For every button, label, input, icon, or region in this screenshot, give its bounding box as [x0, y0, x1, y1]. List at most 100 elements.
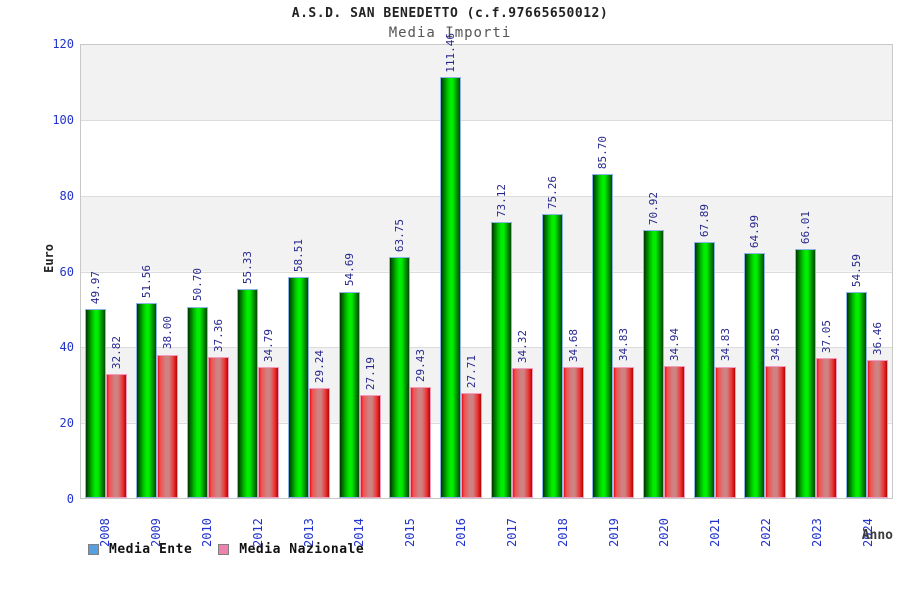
- bar-pair: 66.01 37.05: [794, 45, 837, 498]
- gridline: [81, 271, 892, 273]
- legend-item-media-ente: Media Ente: [88, 542, 192, 557]
- bar-group-2019: 85.70 34.83: [588, 45, 639, 498]
- bar-nazionale-2015: [410, 386, 432, 498]
- bar-pair: 64.99 34.85: [744, 45, 787, 498]
- bar-value-label: 50.70: [190, 268, 204, 302]
- y-axis: 0 20 40 60 80 100 120: [0, 37, 74, 506]
- x-label-cell: 2020: [639, 505, 690, 547]
- bar-nazionale-2014: [359, 395, 381, 498]
- bar-value-label: 51.56: [140, 265, 154, 299]
- bar-nazionale-2021: [714, 366, 736, 498]
- bar-value-label: 55.33: [241, 251, 255, 285]
- bar-value-label: 34.83: [617, 328, 631, 362]
- media-nazionale-swatch-icon: [218, 543, 230, 555]
- bar-ente-2023: [794, 248, 816, 498]
- bar-value-label: 111.46: [444, 32, 458, 73]
- bar-group-2023: 66.01 37.05: [791, 45, 842, 498]
- bar-value-label: 27.19: [363, 357, 377, 391]
- x-tick-label: 2022: [758, 518, 773, 547]
- bar-value-label: 63.75: [393, 219, 407, 253]
- bar-value-label: 67.89: [697, 203, 711, 237]
- bar-nazionale-2012: [258, 366, 280, 498]
- bar-nazionale-2010: [207, 356, 229, 498]
- bar-pair: 58.51 29.24: [288, 45, 331, 498]
- y-tick-label: 40: [59, 340, 74, 355]
- bar-nazionale-2017: [511, 368, 533, 498]
- x-label-cell: 2023: [791, 505, 842, 547]
- bar-value-label: 36.46: [870, 322, 884, 356]
- bar-ente-2021: [693, 241, 715, 498]
- x-label-cell: 2022: [741, 505, 792, 547]
- x-label-cell: 2016: [436, 505, 487, 547]
- bar-group-2012: 55.33 34.79: [233, 45, 284, 498]
- bar-value-label: 37.05: [819, 320, 833, 354]
- bar-pair: 54.69 27.19: [338, 45, 381, 498]
- y-tick-label: 20: [59, 416, 74, 431]
- bar-group-2017: 73.12 34.32: [487, 45, 538, 498]
- bar-nazionale-2022: [765, 366, 787, 498]
- x-label-cell: 2015: [385, 505, 436, 547]
- y-axis-title: Euro: [42, 244, 56, 273]
- bar-ente-2009: [136, 303, 158, 498]
- bar-ente-2016: [440, 77, 462, 498]
- bar-groups-container: 49.97 32.82 51.56 38.00 50.70 37.36 55.33 34.79…: [81, 33, 892, 498]
- x-tick-label: 2018: [555, 518, 570, 547]
- x-tick-label: 2023: [809, 518, 824, 547]
- bar-group-2021: 67.89 34.83: [689, 45, 740, 498]
- bar-pair: 51.56 38.00: [136, 45, 179, 498]
- bar-nazionale-2019: [613, 366, 635, 498]
- bar-group-2010: 50.70 37.36: [182, 45, 233, 498]
- gridline: [81, 346, 892, 348]
- legend: Media Ente Media Nazionale: [88, 540, 364, 558]
- bar-value-label: 34.79: [262, 328, 276, 362]
- bar-value-label: 38.00: [161, 316, 175, 350]
- bar-ente-2024: [845, 291, 867, 498]
- bar-pair: 63.75 29.43: [389, 45, 432, 498]
- bar-group-2008: 49.97 32.82: [81, 45, 132, 498]
- bar-pair: 55.33 34.79: [237, 45, 280, 498]
- x-label-cell: 2017: [487, 505, 538, 547]
- bar-group-2013: 58.51 29.24: [284, 45, 335, 498]
- bar-value-label: 37.36: [211, 318, 225, 352]
- bar-value-label: 49.97: [89, 271, 103, 305]
- bar-pair: 50.70 37.36: [186, 45, 229, 498]
- bar-value-label: 27.71: [465, 355, 479, 389]
- bar-ente-2017: [490, 221, 512, 498]
- bar-value-label: 66.01: [798, 210, 812, 244]
- x-label-cell: 2021: [690, 505, 741, 547]
- bar-value-label: 73.12: [494, 183, 508, 217]
- bar-nazionale-2008: [106, 374, 128, 498]
- gridline: [81, 422, 892, 424]
- gridline: [81, 195, 892, 197]
- bar-pair: 85.70 34.83: [592, 45, 635, 498]
- bar-ente-2020: [642, 230, 664, 498]
- bar-nazionale-2013: [309, 387, 331, 498]
- bar-nazionale-2020: [663, 366, 685, 498]
- bar-nazionale-2016: [461, 393, 483, 498]
- bar-group-2024: 54.59 36.46: [841, 45, 892, 498]
- bar-ente-2022: [744, 252, 766, 498]
- bar-group-2022: 64.99 34.85: [740, 45, 791, 498]
- bar-value-label: 34.85: [769, 328, 783, 362]
- media-ente-swatch-icon: [88, 543, 99, 555]
- bar-group-2015: 63.75 29.43: [385, 45, 436, 498]
- bar-value-label: 75.26: [545, 175, 559, 209]
- bar-value-label: 70.92: [646, 192, 660, 226]
- y-tick-label: 80: [59, 188, 74, 203]
- bar-pair: 67.89 34.83: [693, 45, 736, 498]
- bar-nazionale-2009: [157, 354, 179, 498]
- legend-item-media-nazionale: Media Nazionale: [218, 542, 364, 557]
- bar-group-2014: 54.69 27.19: [334, 45, 385, 498]
- bar-ente-2018: [541, 213, 563, 498]
- chart-title: A.S.D. SAN BENEDETTO (c.f.97665650012): [291, 6, 609, 21]
- bar-nazionale-2023: [815, 358, 837, 498]
- chart-subtitle: Media Importi: [388, 25, 512, 41]
- bar-nazionale-2024: [866, 360, 888, 498]
- x-label-cell: 2018: [537, 505, 588, 547]
- bar-value-label: 58.51: [292, 239, 306, 273]
- y-tick-label: 100: [52, 112, 74, 127]
- bar-value-label: 29.43: [414, 348, 428, 382]
- bar-pair: 111.46 27.71: [440, 33, 483, 498]
- bar-pair: 73.12 34.32: [490, 45, 533, 498]
